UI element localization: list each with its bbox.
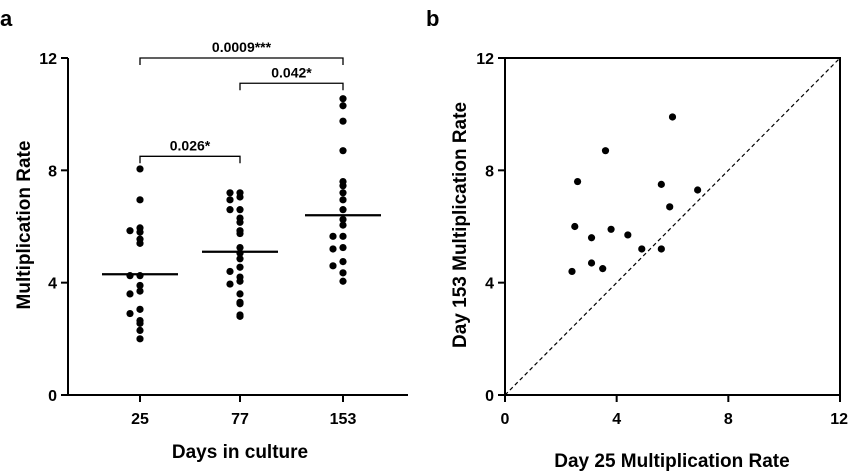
panel-a-letter: a [0, 6, 13, 31]
panel-b-letter: b [426, 6, 439, 31]
panel-a-data-point [339, 221, 347, 229]
panel-b-y-tick-label: 4 [485, 276, 494, 293]
panel-a-data-point [339, 147, 347, 155]
panel-a-data-point [136, 239, 144, 247]
panel-b-data-point [666, 203, 674, 211]
panel-a-data-point [339, 196, 347, 204]
panel-b-data-point [694, 186, 702, 194]
panel-b-data-point [587, 259, 596, 267]
panel-a-data-point [136, 335, 144, 343]
panel-a-data-point [339, 215, 347, 224]
panel-a-data-point [226, 196, 234, 204]
panel-b-data-point [568, 267, 576, 276]
panel-a-data-point [126, 227, 134, 235]
panel-a-data-point [136, 319, 144, 327]
panel-a-data-point [136, 281, 144, 290]
panel-a-data-point [136, 287, 144, 295]
panel-b-data-point [657, 245, 665, 253]
panel-a-plot: Multiplication Rate Days in culture 0 4 8 1… [14, 39, 408, 463]
panel-b-data-point [587, 234, 596, 242]
panel-a-y-axis-title: Multiplication Rate [14, 141, 35, 310]
panel-a-significance-bracket [139, 57, 344, 65]
panel-a-x-tick-label: 153 [330, 411, 357, 428]
panel-b-y-axis-title: Day 153 Multiplication Rate [450, 102, 471, 348]
panel-a-data-point [136, 272, 144, 280]
panel-a-data-point [339, 232, 347, 240]
panel-a-data-point [236, 300, 244, 308]
panel-a-data-point [329, 245, 337, 253]
panel-a-data-point [339, 182, 347, 190]
panel-b-plot: Day 153 Multiplication Rate Day 25 Multi… [450, 51, 848, 472]
panel-b-data-point [573, 177, 582, 186]
panel-a-y-tick-label: 4 [48, 276, 57, 293]
panel-a-data-point [126, 272, 134, 280]
panel-a-x-axis-title: Days in culture [172, 442, 308, 463]
panel-a-data-point [226, 206, 234, 214]
panel-a-data-point [339, 206, 347, 214]
panel-a-data-point [226, 267, 234, 276]
panel-a-data-point [329, 232, 337, 240]
panel-a-data-point [236, 277, 244, 285]
panel-a-data-point [136, 326, 144, 335]
panel-a-y-tick-label: 12 [39, 51, 57, 68]
panel-a-data-point [339, 243, 347, 252]
panel-a-significance-label: 0.026* [170, 137, 211, 153]
panel-b-x-axis-title: Day 25 Multiplication Rate [554, 451, 789, 472]
panel-a-y-tick-label: 8 [48, 163, 57, 180]
panel-b-data-point [599, 265, 607, 273]
panel-a-data-point [236, 255, 244, 263]
panel-a-data-point [339, 269, 347, 277]
panel-a-data-point [339, 258, 347, 266]
panel-a-data-point [136, 196, 144, 204]
panel-a-data-point [126, 290, 134, 298]
panel-a-data-point [236, 243, 244, 252]
panel-b-x-tick-label: 0 [501, 411, 510, 428]
panel-a-data-point [339, 102, 347, 110]
panel-b-data-point [668, 113, 677, 121]
panel-a-data-point [136, 305, 144, 313]
panel-a-data-point [329, 262, 337, 270]
panel-b-x-tick-label: 4 [612, 411, 621, 428]
panel-a-data-point [226, 189, 234, 197]
panel-a-data-point [339, 189, 347, 197]
panel-a-data-point [236, 229, 244, 238]
panel-a-x-tick-label: 25 [131, 411, 149, 428]
panel-a-data-point [236, 312, 244, 320]
panel-b-data-point [571, 222, 579, 231]
panel-a-data-point [236, 263, 244, 271]
panel-a-significance-bracket [139, 155, 241, 164]
panel-b-identity-line [504, 57, 841, 396]
panel-a-data-point [136, 228, 144, 236]
panel-a-data-point [339, 117, 347, 125]
panel-a-data-point [236, 206, 244, 214]
panel-b-y-tick-label: 12 [476, 51, 494, 68]
panel-b-y-tick-label: 8 [485, 163, 494, 180]
panel-a-data-point [226, 280, 234, 288]
panel-a-significance-label: 0.0009*** [212, 39, 272, 55]
panel-b-data-point [607, 225, 615, 233]
panel-a-data-point [126, 309, 134, 318]
panel-b-plot-frame [504, 57, 841, 396]
panel-b-y-tick-label: 0 [485, 388, 494, 405]
panel-b-data-point [657, 180, 665, 188]
panel-a-data-point [339, 95, 347, 103]
panel-a-data-point [236, 193, 244, 201]
panel-b-data-point [624, 231, 632, 239]
panel-a-data-point [236, 290, 244, 298]
panel-b-x-tick-label: 8 [724, 411, 733, 428]
panel-a-data-point [339, 277, 347, 285]
panel-a-significance-label: 0.042* [271, 64, 312, 80]
panel-b-data-point [638, 245, 646, 253]
panel-a-data-point [136, 165, 144, 173]
panel-b-data-point [601, 147, 610, 155]
panel-a-data-point [236, 218, 244, 226]
panel-a-x-tick-label: 77 [231, 411, 249, 428]
panel-a-significance-bracket [239, 82, 344, 91]
panel-b-x-tick-label: 12 [830, 411, 848, 428]
panel-a-y-tick-label: 0 [48, 388, 57, 405]
